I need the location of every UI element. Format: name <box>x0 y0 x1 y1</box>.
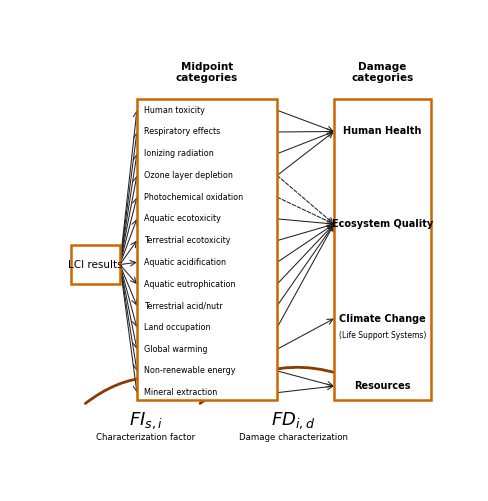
Text: Non-renewable energy: Non-renewable energy <box>143 366 235 375</box>
Text: Terrestrial ecotoxicity: Terrestrial ecotoxicity <box>143 236 230 245</box>
Text: Global warming: Global warming <box>143 345 207 354</box>
Text: Mineral extraction: Mineral extraction <box>143 388 217 397</box>
Text: Terrestrial acid/nutr: Terrestrial acid/nutr <box>143 301 222 310</box>
Text: Characterization factor: Characterization factor <box>96 433 195 442</box>
Text: Respiratory effects: Respiratory effects <box>143 127 220 136</box>
Text: Ecosystem Quality: Ecosystem Quality <box>331 219 432 229</box>
Text: Land occupation: Land occupation <box>143 323 210 332</box>
Text: Human Health: Human Health <box>343 126 421 136</box>
Text: (Life Support Systems): (Life Support Systems) <box>338 332 425 341</box>
Text: Photochemical oxidation: Photochemical oxidation <box>143 193 243 202</box>
Text: Damage
categories: Damage categories <box>350 62 412 83</box>
FancyBboxPatch shape <box>137 99 277 400</box>
Text: Ionizing radiation: Ionizing radiation <box>143 149 213 158</box>
FancyBboxPatch shape <box>70 245 120 284</box>
Text: $\mathit{FI}_{s,i}$: $\mathit{FI}_{s,i}$ <box>128 410 163 431</box>
FancyBboxPatch shape <box>333 99 430 400</box>
Text: LCI results: LCI results <box>68 260 122 270</box>
Text: Ozone layer depletion: Ozone layer depletion <box>143 171 232 180</box>
Text: Aquatic acidification: Aquatic acidification <box>143 258 225 267</box>
Text: Climate Change: Climate Change <box>338 314 425 324</box>
Text: Human toxicity: Human toxicity <box>143 106 204 115</box>
Text: Resources: Resources <box>353 381 410 391</box>
Text: Damage characterization: Damage characterization <box>239 433 347 442</box>
Text: $\mathit{FD}_{i,d}$: $\mathit{FD}_{i,d}$ <box>271 410 315 431</box>
Text: Aquatic ecotoxicity: Aquatic ecotoxicity <box>143 214 220 223</box>
Text: Aquatic eutrophication: Aquatic eutrophication <box>143 280 235 289</box>
Text: Midpoint
categories: Midpoint categories <box>176 62 238 83</box>
